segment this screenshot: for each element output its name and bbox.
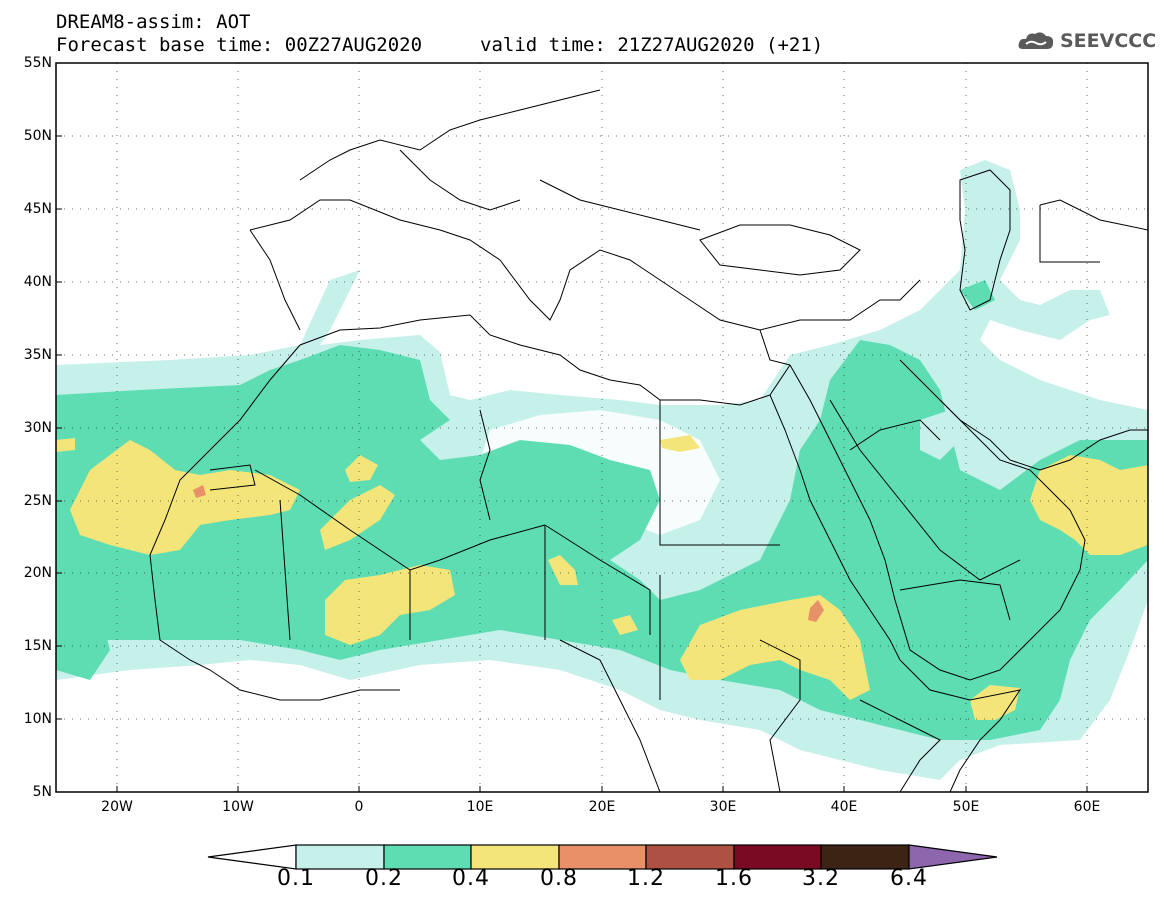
border-mali-mauritania xyxy=(279,499,291,641)
coast-north-africa xyxy=(299,314,791,406)
border-ethiopia-somalia xyxy=(859,699,941,792)
colorbar-high-arrow xyxy=(908,844,998,870)
aot-level-0-8 xyxy=(193,485,206,498)
aot-field xyxy=(56,160,1148,780)
border-tunisia-libya xyxy=(479,409,491,521)
aot-yellow-niger xyxy=(325,565,455,645)
coast-caspian xyxy=(959,169,1011,311)
coast-red-sea-west xyxy=(769,394,901,661)
lon-label-40e: 40E xyxy=(830,799,858,815)
coast-iberia xyxy=(249,229,301,331)
colorbar-label-3-2: 3.2 xyxy=(802,866,840,891)
aot-yellow-sahara-west xyxy=(70,440,300,555)
tick-marks xyxy=(56,62,1088,793)
forecast-base-time: Forecast base time: 00Z27AUG2020 xyxy=(56,34,423,56)
colorbar-swatch-7 xyxy=(820,844,910,870)
lat-label-10n: 10N xyxy=(23,711,52,727)
aot-level-0-2 xyxy=(56,340,1148,740)
border-iraq xyxy=(849,419,941,451)
colorbar-label-6-4: 6.4 xyxy=(890,866,928,891)
aot-caspian-patch xyxy=(960,280,995,310)
map-time-info: Forecast base time: 00Z27AUG2020 valid ti… xyxy=(56,35,823,55)
colorbar-swatch-2 xyxy=(383,844,472,870)
aot-yellow-somalia xyxy=(970,685,1020,720)
border-morocco xyxy=(209,464,256,491)
border-kazakhstan xyxy=(1039,199,1148,231)
aot-level-0-4 xyxy=(56,438,75,452)
colorbar-swatch-5 xyxy=(645,844,735,870)
valid-time: valid time: 21Z27AUG2020 (+21) xyxy=(480,34,824,56)
border-south-sudan xyxy=(759,639,801,792)
lat-label-55n: 55N xyxy=(23,55,52,71)
lon-label-60e: 60E xyxy=(1073,799,1101,815)
colorbar-label-0-2: 0.2 xyxy=(365,866,403,891)
colorbar-swatch-6 xyxy=(733,844,822,870)
coast-arabia xyxy=(789,359,1086,681)
cloud-icon xyxy=(1018,32,1054,49)
lat-label-45n: 45N xyxy=(23,201,52,217)
colorbar-label-0-1: 0.1 xyxy=(277,866,315,891)
border-levant xyxy=(759,329,791,366)
lat-label-40n: 40N xyxy=(23,274,52,290)
aot-yellow-chad xyxy=(548,555,578,585)
border-balkans xyxy=(539,179,701,231)
border-central-europe xyxy=(399,149,521,211)
border-central-africa xyxy=(559,639,661,792)
lon-label-30e: 30E xyxy=(709,799,737,815)
coastlines xyxy=(149,89,1148,792)
lat-label-20n: 20N xyxy=(23,565,52,581)
border-saudi xyxy=(829,399,1021,581)
coast-iran xyxy=(939,399,1148,471)
aot-orange-ethiopia xyxy=(808,600,824,622)
coast-north-europe xyxy=(299,89,601,181)
border-libya-chad xyxy=(544,524,651,635)
aot-yellow-egypt xyxy=(660,435,700,452)
lon-label-10e: 10E xyxy=(466,799,494,815)
lat-label-30n: 30N xyxy=(23,420,52,436)
colorbar xyxy=(207,844,998,870)
aot-yellow-chad-south xyxy=(612,615,638,635)
coast-horn-africa xyxy=(899,659,1022,792)
colorbar-label-1-6: 1.6 xyxy=(715,866,753,891)
aot-yellow-oman xyxy=(1030,455,1148,555)
border-egypt xyxy=(659,400,780,546)
border-uzbekistan xyxy=(1039,205,1100,263)
coast-europe xyxy=(249,199,921,331)
colorbar-label-0-4: 0.4 xyxy=(452,866,490,891)
lat-label-5n: 5N xyxy=(32,784,52,800)
logo-text: SEEVCCC xyxy=(1060,30,1157,52)
aot-atlantic-patch xyxy=(56,600,110,680)
lon-label-20e: 20E xyxy=(588,799,616,815)
colorbar-label-0-8: 0.8 xyxy=(540,866,578,891)
lon-label-50e: 50E xyxy=(952,799,980,815)
coast-black-sea xyxy=(699,224,861,276)
colorbar-swatch-1 xyxy=(295,844,385,870)
aot-light-patch xyxy=(920,410,960,460)
lat-label-15n: 15N xyxy=(23,638,52,654)
colorbar-label-1-2: 1.2 xyxy=(627,866,665,891)
lon-label-0: 0 xyxy=(354,799,364,815)
map-title: DREAM8-assim: AOT xyxy=(56,11,251,33)
lon-label-10w: 10W xyxy=(222,799,254,815)
coast-west-africa xyxy=(149,344,400,701)
border-yemen xyxy=(899,579,1011,621)
lon-label-20w: 20W xyxy=(101,799,133,815)
lat-label-25n: 25N xyxy=(23,493,52,509)
lat-label-35n: 35N xyxy=(23,347,52,363)
lat-label-50n: 50N xyxy=(23,128,52,144)
aot-yellow-algeria-north xyxy=(345,455,378,482)
